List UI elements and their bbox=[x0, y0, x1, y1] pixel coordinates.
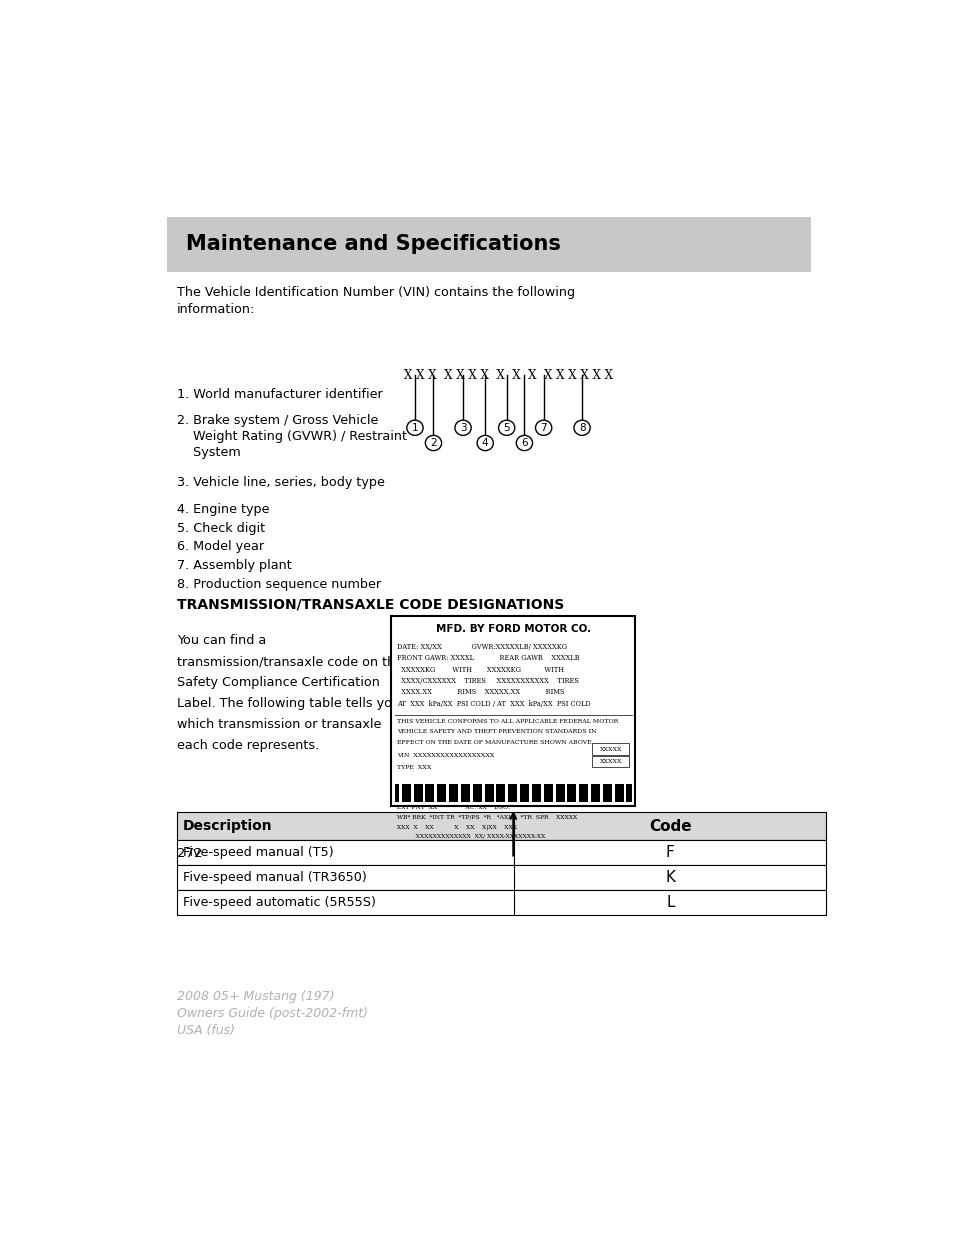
Text: THIS VEHICLE CONFORMS TO ALL APPLICABLE FEDERAL MOTOR: THIS VEHICLE CONFORMS TO ALL APPLICABLE … bbox=[396, 719, 618, 724]
Bar bbox=[564, 784, 567, 802]
Text: 6. Model year: 6. Model year bbox=[176, 540, 264, 553]
Text: Owners Guide (post-2002-fmt): Owners Guide (post-2002-fmt) bbox=[176, 1007, 368, 1020]
Bar bbox=[167, 216, 810, 272]
Text: Code: Code bbox=[648, 819, 691, 834]
Ellipse shape bbox=[498, 420, 515, 436]
Text: XXXX/CXXXXXX    TIRES     XXXXXXXXXXX    TIRES: XXXX/CXXXXXX TIRES XXXXXXXXXXX TIRES bbox=[396, 677, 578, 685]
Ellipse shape bbox=[455, 420, 471, 436]
Bar bbox=[493, 784, 496, 802]
Text: AT  XXX  kPa/XX  PSI COLD / AT  XXX  kPa/XX  PSI COLD: AT XXX kPa/XX PSI COLD / AT XXX kPa/XX P… bbox=[396, 700, 590, 708]
Bar bbox=[599, 784, 602, 802]
Text: K: K bbox=[664, 871, 675, 885]
Bar bbox=[422, 784, 425, 802]
Bar bbox=[611, 784, 614, 802]
Text: The Vehicle Identification Number (VIN) contains the following
information:: The Vehicle Identification Number (VIN) … bbox=[176, 287, 575, 316]
Text: VEHICLE SAFETY AND THEFT PREVENTION STANDARDS IN: VEHICLE SAFETY AND THEFT PREVENTION STAN… bbox=[396, 729, 597, 735]
Text: EXT PNT  XX               AC: XX    DSO:: EXT PNT XX AC: XX DSO: bbox=[395, 805, 510, 810]
Text: XXXXXKG        WITH       XXXXXKG           WITH: XXXXXKG WITH XXXXXKG WITH bbox=[396, 666, 563, 673]
Text: XXXX.XX            RIMS    XXXXX.XX            RIMS: XXXX.XX RIMS XXXXX.XX RIMS bbox=[396, 688, 564, 697]
Bar bbox=[176, 890, 825, 915]
Text: transmission/transaxle code on the: transmission/transaxle code on the bbox=[176, 655, 402, 668]
Bar bbox=[623, 784, 626, 802]
Bar bbox=[588, 784, 591, 802]
Text: Five-speed manual (TR3650): Five-speed manual (TR3650) bbox=[183, 871, 366, 884]
Bar bbox=[446, 784, 449, 802]
Text: 5: 5 bbox=[503, 422, 510, 432]
Ellipse shape bbox=[516, 436, 532, 451]
Text: each code represents.: each code represents. bbox=[176, 739, 319, 752]
Text: VIN  XXXXXXXXXXXXXXXXXX: VIN XXXXXXXXXXXXXXXXXX bbox=[396, 753, 494, 758]
Text: XXXXX: XXXXX bbox=[599, 760, 621, 764]
Text: 7: 7 bbox=[539, 422, 546, 432]
Bar bbox=[505, 784, 508, 802]
Text: Five-speed manual (T5): Five-speed manual (T5) bbox=[183, 846, 334, 860]
Text: USA (fus): USA (fus) bbox=[176, 1024, 234, 1037]
Text: Five-speed automatic (5R55S): Five-speed automatic (5R55S) bbox=[183, 895, 375, 909]
Ellipse shape bbox=[476, 436, 493, 451]
Text: 5. Check digit: 5. Check digit bbox=[176, 522, 265, 535]
Text: 1: 1 bbox=[412, 422, 417, 432]
Text: XXXXX: XXXXX bbox=[599, 747, 621, 752]
Text: 8. Production sequence number: 8. Production sequence number bbox=[176, 578, 380, 592]
Text: Maintenance and Specifications: Maintenance and Specifications bbox=[186, 235, 560, 254]
Text: WB* BRK  *INT TR  *TP/PS  *R   *AXLE  *TR  SPR    XXXXX: WB* BRK *INT TR *TP/PS *R *AXLE *TR SPR … bbox=[395, 815, 577, 820]
Text: Label. The following table tells you: Label. The following table tells you bbox=[176, 697, 399, 710]
Bar bbox=[411, 784, 414, 802]
Text: 6: 6 bbox=[520, 438, 527, 448]
Bar bbox=[176, 866, 825, 890]
Text: MFD. BY FORD MOTOR CO.: MFD. BY FORD MOTOR CO. bbox=[436, 624, 590, 634]
Ellipse shape bbox=[574, 420, 590, 436]
Text: 2. Brake system / Gross Vehicle
    Weight Rating (GVWR) / Restraint
    System: 2. Brake system / Gross Vehicle Weight R… bbox=[176, 415, 407, 459]
Bar bbox=[398, 784, 401, 802]
Ellipse shape bbox=[406, 420, 423, 436]
Bar bbox=[592, 743, 629, 755]
Text: Description: Description bbox=[183, 819, 273, 834]
Text: TYPE  XXX: TYPE XXX bbox=[396, 766, 431, 771]
Bar bbox=[176, 811, 825, 841]
Text: 1. World manufacturer identifier: 1. World manufacturer identifier bbox=[176, 388, 382, 401]
Bar bbox=[176, 841, 825, 866]
Bar bbox=[481, 784, 484, 802]
Bar bbox=[540, 784, 543, 802]
Text: You can find a: You can find a bbox=[176, 634, 266, 647]
Text: 2: 2 bbox=[430, 438, 436, 448]
Ellipse shape bbox=[425, 436, 441, 451]
Text: EFFECT ON THE DATE OF MANUFACTURE SHOWN ABOVE.: EFFECT ON THE DATE OF MANUFACTURE SHOWN … bbox=[396, 740, 594, 745]
Text: FRONT GAWR: XXXXL            REAR GAWR    XXXXLB: FRONT GAWR: XXXXL REAR GAWR XXXXLB bbox=[396, 655, 579, 662]
Text: 4: 4 bbox=[481, 438, 488, 448]
Text: 7. Assembly plant: 7. Assembly plant bbox=[176, 559, 292, 572]
Text: F: F bbox=[665, 845, 674, 861]
Bar bbox=[391, 616, 635, 806]
Bar bbox=[552, 784, 555, 802]
Text: XXXXXXXXXXXXX  XX/ XXXX-XXXXXXX-XX: XXXXXXXXXXXXX XX/ XXXX-XXXXXXX-XX bbox=[395, 834, 545, 839]
Text: Safety Compliance Certification: Safety Compliance Certification bbox=[176, 676, 379, 689]
Text: 3: 3 bbox=[459, 422, 466, 432]
Text: DATE: XX/XX              GVWR:XXXXXLB/ XXXXXKG: DATE: XX/XX GVWR:XXXXXLB/ XXXXXKG bbox=[396, 642, 567, 651]
Text: TRANSMISSION/TRANSAXLE CODE DESIGNATIONS: TRANSMISSION/TRANSAXLE CODE DESIGNATIONS bbox=[176, 598, 563, 613]
Bar bbox=[395, 784, 631, 802]
Text: which transmission or transaxle: which transmission or transaxle bbox=[176, 718, 381, 731]
Text: X X X  X X X X  X  X  X  X X X X X X: X X X X X X X X X X X X X X X X bbox=[403, 369, 612, 382]
Bar bbox=[517, 784, 519, 802]
Text: 272: 272 bbox=[176, 847, 202, 860]
Bar bbox=[470, 784, 473, 802]
Bar bbox=[434, 784, 436, 802]
Text: 8: 8 bbox=[578, 422, 585, 432]
Text: 2008 05+ Mustang (197): 2008 05+ Mustang (197) bbox=[176, 989, 335, 1003]
Bar bbox=[592, 756, 629, 767]
Bar bbox=[529, 784, 532, 802]
Ellipse shape bbox=[535, 420, 551, 436]
Text: 3. Vehicle line, series, body type: 3. Vehicle line, series, body type bbox=[176, 477, 384, 489]
Bar bbox=[576, 784, 578, 802]
Text: L: L bbox=[665, 895, 674, 910]
Text: XXX  X    XX           X    XX    X|XX    XXX: XXX X XX X XX X|XX XXX bbox=[395, 824, 517, 830]
Bar bbox=[457, 784, 460, 802]
Text: 4. Engine type: 4. Engine type bbox=[176, 503, 269, 516]
